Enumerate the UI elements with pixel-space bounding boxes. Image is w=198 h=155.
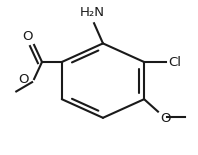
Text: H₂N: H₂N bbox=[80, 6, 105, 19]
Text: O: O bbox=[160, 112, 170, 125]
Text: O: O bbox=[19, 73, 29, 86]
Text: O: O bbox=[22, 30, 32, 43]
Text: Cl: Cl bbox=[168, 55, 181, 69]
